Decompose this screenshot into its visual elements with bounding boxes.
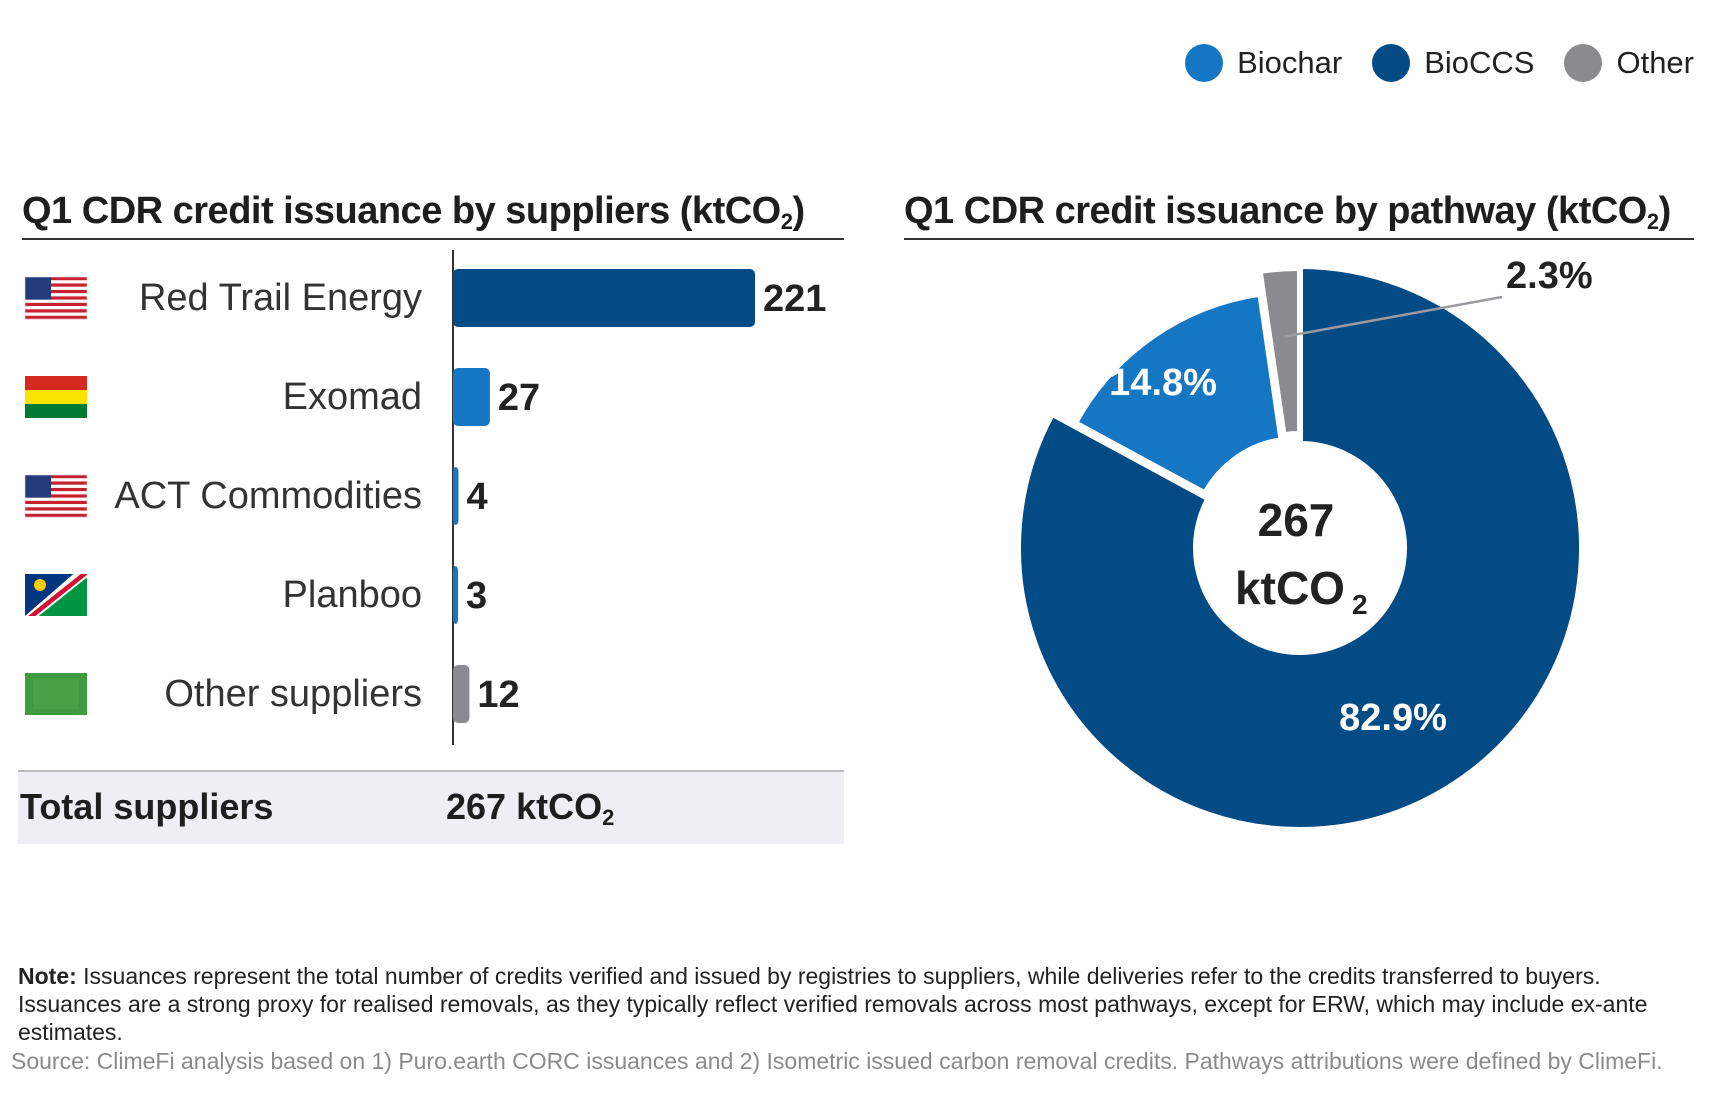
legend-swatch-bioccs: [1372, 44, 1411, 82]
bar-value-label: 221: [763, 278, 826, 320]
category-label: Planboo: [283, 574, 422, 616]
bar: [453, 566, 458, 624]
bar: [453, 467, 459, 525]
pathway-title-end: ): [1658, 190, 1672, 232]
bar-value-label: 12: [477, 674, 519, 716]
donut-hole: [1196, 444, 1404, 652]
suppliers-title-rule: [22, 238, 844, 240]
pathway-title-sub: 2: [1646, 209, 1659, 234]
legend-swatch-biochar: [1185, 44, 1224, 82]
donut-center-value: 267: [1258, 494, 1335, 546]
total-value-sub: 2: [602, 805, 615, 830]
slice-label-bioccs: 82.9%: [1339, 697, 1447, 739]
bar-row: Other suppliers 12: [25, 665, 520, 723]
bar-value-label: 4: [466, 476, 487, 518]
bar: [453, 665, 470, 723]
category-label: Exomad: [283, 376, 422, 418]
category-label: Red Trail Energy: [139, 277, 422, 319]
note-prefix: Note:: [18, 963, 77, 989]
pathway-title-text: Q1 CDR credit issuance by pathway (ktCO: [904, 190, 1647, 232]
flag-icon: [25, 574, 88, 616]
flag-icon: [25, 673, 87, 715]
suppliers-chart-title: Q1 CDR credit issuance by suppliers (ktC…: [22, 190, 805, 235]
total-row: Total suppliers 267 ktCO2: [18, 770, 844, 844]
bar: [453, 368, 490, 426]
category-label: Other suppliers: [164, 673, 422, 715]
legend: Biochar BioCCS Other: [1185, 44, 1694, 82]
flag-icon: [24, 474, 88, 518]
pathway-chart-title: Q1 CDR credit issuance by pathway (ktCO2…: [904, 190, 1671, 235]
bar-value-label: 27: [498, 377, 540, 419]
suppliers-title-sub: 2: [780, 209, 793, 234]
pathway-donut-chart: 267 ktCO 2 82.9% 14.8% 2.3%: [1015, 255, 1593, 833]
bar: [453, 269, 755, 327]
total-value: 267 ktCO2: [446, 786, 614, 831]
flag-icon: [24, 276, 88, 320]
bar-value-label: 3: [466, 575, 487, 617]
pathway-title-rule: [904, 238, 1694, 240]
legend-label-biochar: Biochar: [1237, 45, 1343, 80]
suppliers-bar-chart: Red Trail Energy 221 Exomad 27 ACT Commoditi…: [24, 250, 826, 745]
footnote: Note: Issuances represent the total numb…: [18, 962, 1698, 1046]
suppliers-title-text: Q1 CDR credit issuance by suppliers (ktC…: [22, 190, 781, 232]
suppliers-title-end: ): [792, 190, 805, 232]
source-line: Source: ClimeFi analysis based on 1) Pur…: [11, 1048, 1663, 1074]
donut-slice: [1070, 290, 1285, 498]
donut-center-unit: ktCO: [1235, 562, 1345, 614]
bar-row: ACT Commodities 4: [24, 467, 488, 525]
bar-row: Red Trail Energy 221: [24, 269, 826, 327]
slice-label-other: 2.3%: [1506, 255, 1593, 297]
legend-item-biochar: Biochar: [1185, 44, 1342, 82]
donut-center-unit-sub: 2: [1352, 589, 1368, 620]
bar-row: Exomad 27: [25, 368, 540, 426]
legend-swatch-other: [1564, 44, 1603, 82]
slice-label-biochar: 14.8%: [1109, 362, 1217, 404]
legend-item-other: Other: [1564, 44, 1694, 82]
note-text: Issuances represent the total number of …: [18, 963, 1648, 1045]
legend-label-other: Other: [1616, 45, 1694, 80]
legend-item-bioccs: BioCCS: [1372, 44, 1534, 82]
donut-slice: [1256, 264, 1303, 439]
flag-icon: [25, 376, 87, 418]
leader-line: [1284, 295, 1503, 338]
category-label: ACT Commodities: [114, 475, 422, 517]
legend-label-bioccs: BioCCS: [1424, 45, 1535, 80]
total-value-text: 267 ktCO: [446, 786, 603, 827]
total-label: Total suppliers: [20, 786, 274, 827]
bar-row: Planboo 3: [25, 566, 487, 624]
